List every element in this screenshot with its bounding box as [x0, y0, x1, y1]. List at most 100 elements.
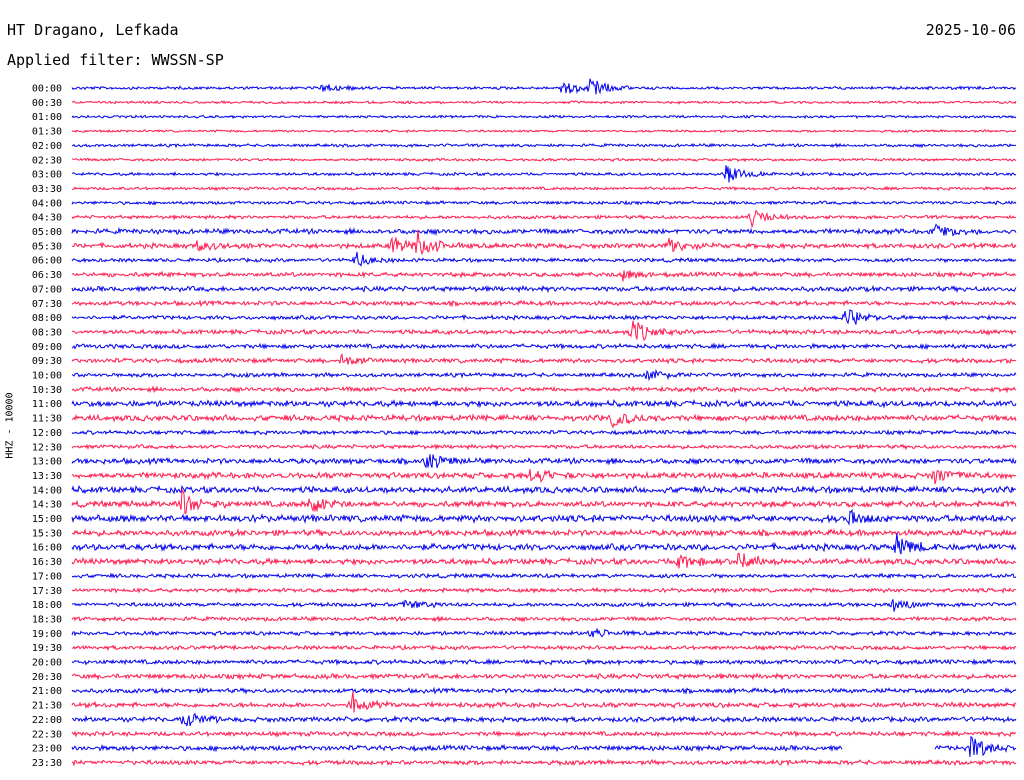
row-tick-2200: 22:00: [32, 715, 62, 726]
row-tick-1500: 15:00: [32, 514, 62, 525]
trace-1900: [71, 627, 1017, 638]
trace-1000: [71, 368, 1017, 382]
row-tick-2230: 22:30: [32, 729, 62, 740]
trace-1800: [71, 599, 1017, 612]
row-tick-1330: 13:30: [32, 471, 62, 482]
trace-2130: [71, 691, 1016, 713]
trace-0800: [71, 309, 1017, 325]
row-tick-0500: 05:00: [32, 227, 62, 238]
row-tick-1930: 19:30: [32, 643, 62, 654]
trace-1330: [71, 468, 1017, 485]
row-tick-1730: 17:30: [32, 586, 62, 597]
trace-2300: [71, 735, 1017, 757]
row-tick-2100: 21:00: [32, 686, 62, 697]
row-tick-0400: 04:00: [32, 198, 62, 209]
trace-0030: [71, 99, 1017, 105]
trace-0500: [71, 223, 1017, 237]
trace-0830: [71, 320, 1017, 341]
row-tick-2030: 20:30: [32, 672, 62, 683]
trace-1830: [71, 615, 1017, 623]
trace-1530: [71, 528, 1017, 538]
trace-0000: [71, 78, 1017, 95]
row-tick-0230: 02:30: [32, 155, 62, 166]
row-tick-1600: 16:00: [32, 543, 62, 554]
trace-0300: [71, 165, 1017, 183]
trace-2030: [71, 672, 1017, 681]
trace-0130: [71, 128, 1017, 134]
trace-2100: [71, 686, 1017, 696]
row-tick-0000: 00:00: [32, 84, 62, 95]
row-tick-1130: 11:30: [32, 414, 62, 425]
trace-0700: [71, 284, 1017, 294]
trace-1600: [71, 532, 1017, 555]
row-tick-0600: 06:00: [32, 256, 62, 267]
trace-0400: [71, 199, 1017, 206]
row-tick-0430: 04:30: [32, 213, 62, 224]
row-tick-1200: 12:00: [32, 428, 62, 439]
trace-0430: [71, 209, 1017, 229]
row-tick-0530: 05:30: [32, 241, 62, 252]
trace-2330: [71, 758, 1017, 767]
row-tick-1430: 14:30: [32, 500, 62, 511]
row-tick-0800: 08:00: [32, 313, 62, 324]
row-tick-1900: 19:00: [32, 629, 62, 640]
row-tick-2000: 20:00: [32, 658, 62, 669]
row-tick-1800: 18:00: [32, 600, 62, 611]
trace-1700: [71, 572, 1017, 580]
row-tick-1400: 14:00: [32, 485, 62, 496]
row-tick-0630: 06:30: [32, 270, 62, 281]
trace-1230: [71, 443, 1017, 451]
trace-0330: [71, 185, 1017, 192]
row-tick-0130: 01:30: [32, 127, 62, 138]
record-date: 2025-10-06: [925, 21, 1016, 39]
row-tick-0830: 08:30: [32, 327, 62, 338]
row-tick-0100: 01:00: [32, 112, 62, 123]
row-tick-0700: 07:00: [32, 284, 62, 295]
row-tick-1030: 10:30: [32, 385, 62, 396]
trace-1130: [71, 413, 1017, 429]
trace-0730: [71, 299, 1017, 308]
row-tick-1300: 13:00: [32, 457, 62, 468]
row-tick-0030: 00:30: [32, 98, 62, 109]
row-tick-1700: 17:00: [32, 571, 62, 582]
row-tick-2300: 23:00: [32, 744, 62, 755]
row-tick-1000: 10:00: [32, 371, 62, 382]
row-tick-0730: 07:30: [32, 299, 62, 310]
seismic-traces: [71, 78, 1017, 767]
row-tick-1530: 15:30: [32, 528, 62, 539]
row-tick-0200: 02:00: [32, 141, 62, 152]
trace-0600: [71, 252, 1017, 267]
station-title: HT Dragano, Lefkada: [7, 21, 179, 39]
trace-1030: [71, 385, 1017, 394]
row-tick-1100: 11:00: [32, 399, 62, 410]
trace-1300: [71, 454, 1017, 469]
row-tick-1630: 16:30: [32, 557, 62, 568]
trace-0900: [71, 342, 1017, 351]
trace-1100: [71, 398, 1017, 409]
trace-1730: [71, 586, 1017, 595]
row-tick-0330: 03:30: [32, 184, 62, 195]
trace-0100: [71, 114, 1017, 120]
trace-2230: [71, 729, 1017, 738]
row-tick-2330: 23:30: [32, 758, 62, 769]
row-tick-0930: 09:30: [32, 356, 62, 367]
trace-2000: [71, 657, 1017, 666]
row-tick-1230: 12:30: [32, 442, 62, 453]
row-tick-0900: 09:00: [32, 342, 62, 353]
trace-0530: [71, 229, 1017, 256]
trace-0200: [71, 142, 1017, 149]
trace-2200: [72, 712, 1017, 727]
row-tick-1830: 18:30: [32, 614, 62, 625]
filter-label: Applied filter: WWSSN-SP: [7, 51, 224, 69]
trace-1500: [71, 508, 1017, 526]
trace-1200: [71, 428, 1017, 436]
trace-0630: [71, 270, 1017, 282]
trace-1430: [71, 488, 1017, 515]
trace-0930: [71, 352, 1017, 365]
row-tick-2130: 21:30: [32, 701, 62, 712]
trace-0230: [71, 157, 1017, 163]
trace-1400: [71, 484, 1016, 495]
row-tick-labels: 00:00 00:30 01:00 01:30 02:00 02:30 03:00 03:30…: [32, 84, 62, 769]
trace-1630: [71, 552, 1017, 569]
